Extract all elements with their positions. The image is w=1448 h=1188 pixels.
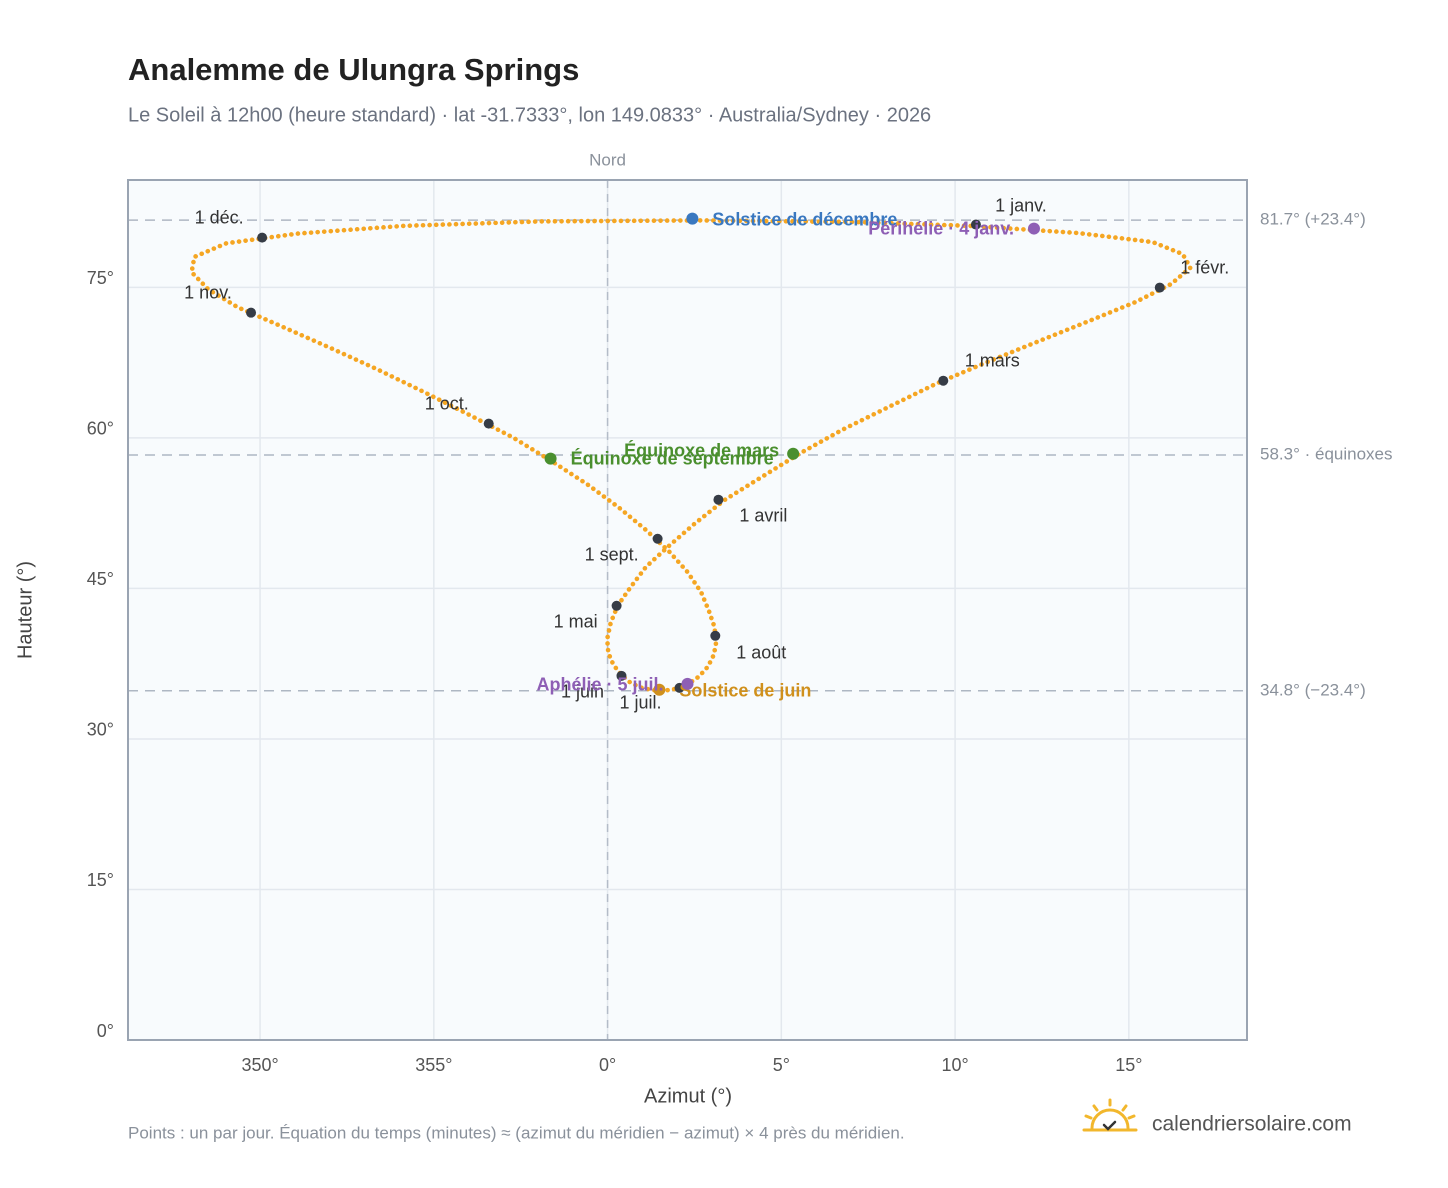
reference-label: 34.8° (−23.4°): [1260, 680, 1366, 699]
logo-sun: [1090, 1108, 1130, 1130]
brand: calendriersolaire.com: [1152, 1113, 1352, 1136]
y-tick-label: 30°: [87, 720, 114, 740]
month-label: 1 avril: [739, 505, 787, 525]
month-marker: [246, 307, 257, 318]
footnote: Points : un par jour. Équation du temps …: [128, 1123, 905, 1142]
x-tick-label: 350°: [241, 1055, 278, 1075]
month-label: 1 juin: [561, 682, 604, 702]
event-marker: [681, 677, 694, 690]
reference-label: 81.7° (+23.4°): [1260, 210, 1366, 229]
y-tick-label: 75°: [87, 268, 114, 288]
event-marker: [1027, 222, 1040, 235]
event-marker: [686, 212, 699, 225]
event-label: Périhélie · 4 janv.: [868, 218, 1014, 238]
month-label: 1 sept.: [585, 545, 639, 565]
event-label: Aphélie · 5 juil.: [536, 675, 663, 695]
logo-ray: [1092, 1104, 1099, 1112]
plot-frame: [127, 179, 1248, 1041]
month-label: 1 août: [736, 643, 786, 663]
north-label: Nord: [589, 150, 626, 169]
month-marker: [713, 494, 724, 505]
y-tick-label: 60°: [87, 419, 114, 439]
event-marker: [653, 683, 666, 696]
month-label: 1 nov.: [184, 282, 232, 302]
x-tick-label: 15°: [1115, 1055, 1142, 1075]
x-tick-label: 0°: [599, 1055, 616, 1075]
month-marker: [611, 600, 622, 611]
x-tick-label: 10°: [941, 1055, 968, 1075]
month-label: 1 oct.: [425, 393, 469, 413]
month-label: 1 déc.: [195, 207, 244, 227]
month-label: 1 mai: [554, 612, 598, 632]
reference-label: 58.3° · équinoxes: [1260, 444, 1393, 463]
month-label: 1 janv.: [995, 195, 1047, 215]
logo-check: [1102, 1120, 1117, 1131]
logo-ray: [1084, 1114, 1093, 1120]
y-tick-label: 0°: [97, 1021, 114, 1041]
month-marker: [616, 670, 627, 681]
month-label: 1 juil.: [619, 693, 661, 713]
x-axis-label: Azimut (°): [644, 1085, 732, 1107]
logo-ray: [1121, 1104, 1128, 1112]
month-marker: [483, 418, 494, 429]
event-label: Équinoxe de mars: [624, 440, 779, 461]
brand-logo: [1082, 1098, 1138, 1132]
chart-subtitle: Le Soleil à 12h00 (heure standard) · lat…: [128, 104, 931, 126]
event-label: Solstice de décembre: [712, 209, 897, 229]
month-marker: [1154, 282, 1165, 293]
chart-title: Analemme de Ulungra Springs: [128, 52, 579, 87]
event-marker: [544, 452, 557, 465]
event-marker: [787, 447, 800, 460]
y-tick-label: 15°: [87, 870, 114, 890]
month-marker: [970, 219, 981, 230]
y-axis-label: Hauteur (°): [14, 561, 36, 659]
x-tick-label: 5°: [773, 1055, 790, 1075]
event-label: Équinoxe de septembre: [571, 447, 774, 468]
month-marker: [257, 232, 268, 243]
month-marker: [938, 375, 949, 386]
month-marker: [652, 533, 663, 544]
month-label: 1 mars: [965, 350, 1020, 370]
analemma-points: [189, 218, 1193, 693]
event-label: Solstice de juin: [679, 681, 811, 701]
logo-ray: [1127, 1114, 1136, 1120]
y-tick-label: 45°: [87, 569, 114, 589]
month-label: 1 févr.: [1180, 257, 1229, 277]
x-tick-label: 355°: [415, 1055, 452, 1075]
month-marker: [710, 630, 721, 641]
plot-background: [128, 180, 1247, 1040]
